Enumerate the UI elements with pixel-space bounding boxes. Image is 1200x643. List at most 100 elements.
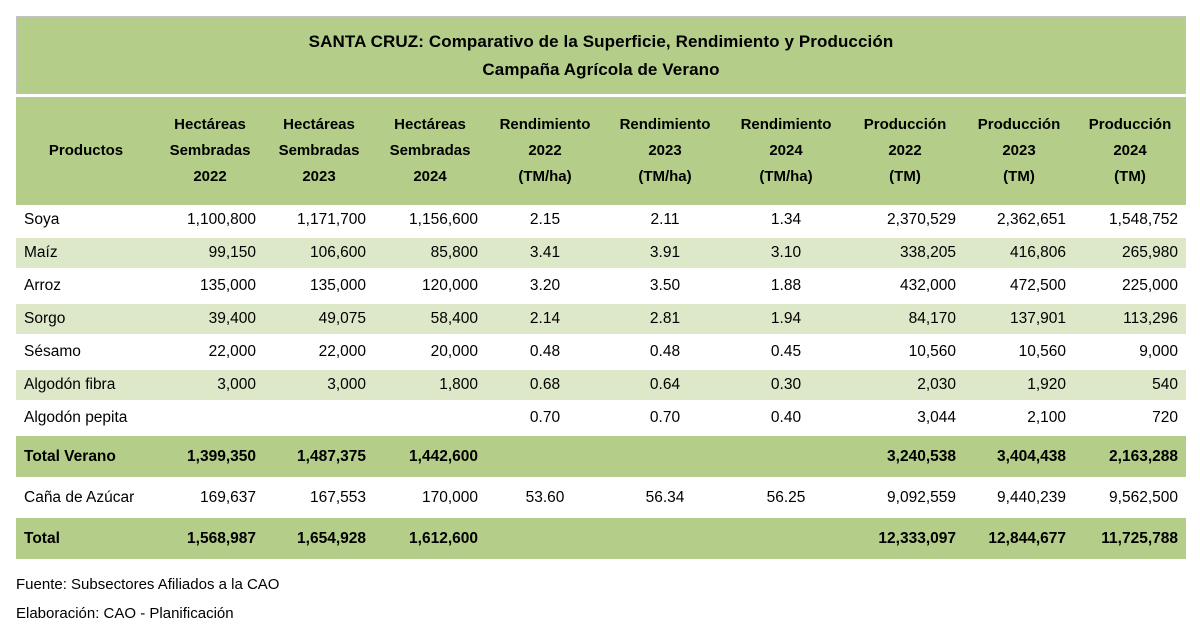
- cell-value: 2,163,288: [1074, 436, 1186, 481]
- cell-value: 1,568,987: [156, 518, 264, 563]
- table-row-total-verano: Total Verano 1,399,350 1,487,375 1,442,6…: [16, 436, 1186, 481]
- cell-value: 9,562,500: [1074, 481, 1186, 518]
- cell-value: [486, 518, 604, 563]
- cell-value: 22,000: [156, 337, 264, 370]
- cell-value: 56.34: [604, 481, 726, 518]
- cell-value: 12,333,097: [846, 518, 964, 563]
- cell-value: 3.41: [486, 238, 604, 271]
- col-header-produccion-2023: Producción 2023 (TM): [964, 97, 1074, 205]
- cell-value: 3.20: [486, 271, 604, 304]
- cell-value: 338,205: [846, 238, 964, 271]
- product-name: Sorgo: [16, 304, 156, 337]
- cell-value: 225,000: [1074, 271, 1186, 304]
- cell-value: 10,560: [846, 337, 964, 370]
- cell-value: 1.88: [726, 271, 846, 304]
- table-row-total: Total 1,568,987 1,654,928 1,612,600 12,3…: [16, 518, 1186, 563]
- product-name: Maíz: [16, 238, 156, 271]
- cell-value: 84,170: [846, 304, 964, 337]
- cell-value: 0.30: [726, 370, 846, 403]
- cell-value: 49,075: [264, 304, 374, 337]
- cell-value: 99,150: [156, 238, 264, 271]
- col-header-produccion-2024: Producción 2024 (TM): [1074, 97, 1186, 205]
- col-header-hectareas-2024: Hectáreas Sembradas 2024: [374, 97, 486, 205]
- product-name: Caña de Azúcar: [16, 481, 156, 518]
- cell-value: 1.94: [726, 304, 846, 337]
- cell-value: 2.15: [486, 205, 604, 238]
- table-body: Soya 1,100,800 1,171,700 1,156,600 2.15 …: [16, 205, 1186, 563]
- cell-value: 0.70: [486, 403, 604, 436]
- cell-value: 3,404,438: [964, 436, 1074, 481]
- cell-value: 9,092,559: [846, 481, 964, 518]
- col-header-rendimiento-2024: Rendimiento 2024 (TM/ha): [726, 97, 846, 205]
- elaboration-note: Elaboración: CAO - Planificación: [16, 605, 234, 622]
- table-row-arroz: Arroz 135,000 135,000 120,000 3.20 3.50 …: [16, 271, 1186, 304]
- table-row-sorgo: Sorgo 39,400 49,075 58,400 2.14 2.81 1.9…: [16, 304, 1186, 337]
- product-name: Arroz: [16, 271, 156, 304]
- cell-value: 53.60: [486, 481, 604, 518]
- table-row-sesamo: Sésamo 22,000 22,000 20,000 0.48 0.48 0.…: [16, 337, 1186, 370]
- cell-value: 2,030: [846, 370, 964, 403]
- product-name: Sésamo: [16, 337, 156, 370]
- cell-value: 113,296: [1074, 304, 1186, 337]
- cell-value: [726, 518, 846, 563]
- cell-value: 1,156,600: [374, 205, 486, 238]
- cell-value: 3.50: [604, 271, 726, 304]
- table-footer: Fuente: Subsectores Afiliados a la CAO E…: [16, 570, 1186, 628]
- cell-value: 169,637: [156, 481, 264, 518]
- cell-value: 2.81: [604, 304, 726, 337]
- cell-value: 20,000: [374, 337, 486, 370]
- cell-value: 2.14: [486, 304, 604, 337]
- cell-value: 432,000: [846, 271, 964, 304]
- cell-value: 2.11: [604, 205, 726, 238]
- cell-value: 1,920: [964, 370, 1074, 403]
- cell-value: 0.48: [486, 337, 604, 370]
- cell-value: 9,440,239: [964, 481, 1074, 518]
- cell-value: 2,100: [964, 403, 1074, 436]
- product-name: Soya: [16, 205, 156, 238]
- cell-value: 3.91: [604, 238, 726, 271]
- cell-value: [604, 436, 726, 481]
- table-row-algodon-pepita: Algodón pepita 0.70 0.70 0.40 3,044 2,10…: [16, 403, 1186, 436]
- cell-value: 58,400: [374, 304, 486, 337]
- table-subtitle: Campaña Agrícola de Verano: [482, 59, 720, 79]
- col-header-hectareas-2023: Hectáreas Sembradas 2023: [264, 97, 374, 205]
- cell-value: [374, 403, 486, 436]
- cell-value: 137,901: [964, 304, 1074, 337]
- table-row-cana-de-azucar: Caña de Azúcar 169,637 167,553 170,000 5…: [16, 481, 1186, 518]
- cell-value: 85,800: [374, 238, 486, 271]
- header-row: Productos Hectáreas Sembradas 2022 Hectá…: [16, 97, 1186, 205]
- cell-value: 0.45: [726, 337, 846, 370]
- cell-value: 11,725,788: [1074, 518, 1186, 563]
- cell-value: 3,044: [846, 403, 964, 436]
- col-header-rendimiento-2023: Rendimiento 2023 (TM/ha): [604, 97, 726, 205]
- product-name: Algodón fibra: [16, 370, 156, 403]
- product-name: Total Verano: [16, 436, 156, 481]
- cell-value: 720: [1074, 403, 1186, 436]
- cell-value: 2,370,529: [846, 205, 964, 238]
- cell-value: 3,240,538: [846, 436, 964, 481]
- cell-value: 472,500: [964, 271, 1074, 304]
- cell-value: 170,000: [374, 481, 486, 518]
- cell-value: 1,800: [374, 370, 486, 403]
- cell-value: 22,000: [264, 337, 374, 370]
- cell-value: 1.34: [726, 205, 846, 238]
- cell-value: [264, 403, 374, 436]
- cell-value: 0.48: [604, 337, 726, 370]
- cell-value: 1,399,350: [156, 436, 264, 481]
- col-header-produccion-2022: Producción 2022 (TM): [846, 97, 964, 205]
- product-name: Total: [16, 518, 156, 563]
- cell-value: 1,548,752: [1074, 205, 1186, 238]
- crops-data-table: Productos Hectáreas Sembradas 2022 Hectá…: [16, 97, 1186, 563]
- col-header-hectareas-2022: Hectáreas Sembradas 2022: [156, 97, 264, 205]
- cell-value: 1,442,600: [374, 436, 486, 481]
- cell-value: 2,362,651: [964, 205, 1074, 238]
- cell-value: 167,553: [264, 481, 374, 518]
- cell-value: 9,000: [1074, 337, 1186, 370]
- table-row-soya: Soya 1,100,800 1,171,700 1,156,600 2.15 …: [16, 205, 1186, 238]
- cell-value: 3,000: [156, 370, 264, 403]
- cell-value: 416,806: [964, 238, 1074, 271]
- cell-value: 1,654,928: [264, 518, 374, 563]
- cell-value: 1,171,700: [264, 205, 374, 238]
- table-row-maiz: Maíz 99,150 106,600 85,800 3.41 3.91 3.1…: [16, 238, 1186, 271]
